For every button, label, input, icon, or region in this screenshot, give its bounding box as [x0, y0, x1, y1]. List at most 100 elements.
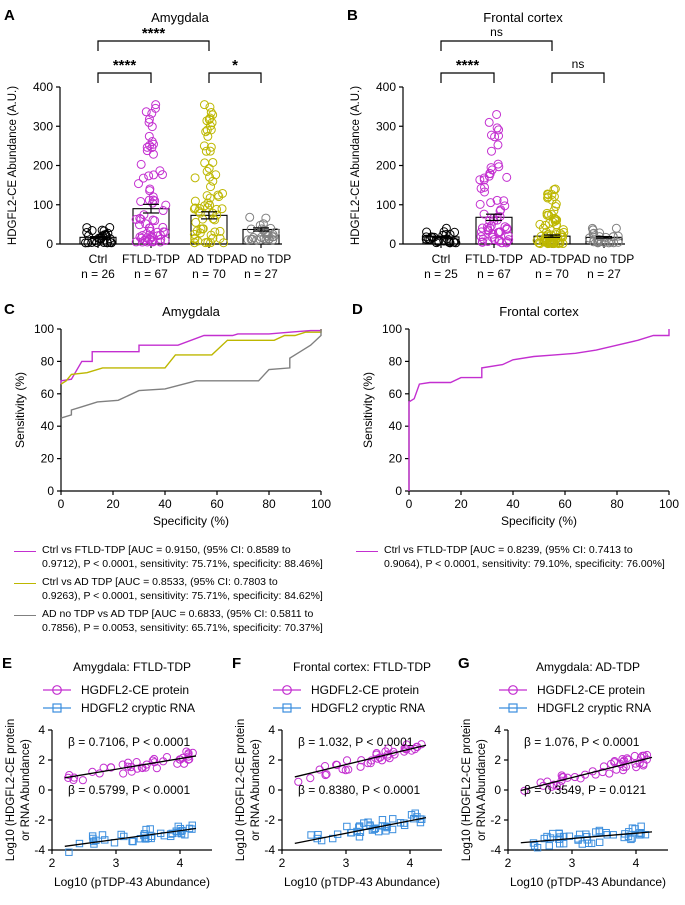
- data-point: [476, 232, 486, 242]
- protein-point: [344, 765, 353, 774]
- panel-a: A Amygdala 0 100 200 300 400 HDGFL2-CE Abundanc…: [4, 7, 291, 281]
- data-point: [475, 175, 485, 185]
- rna-point: [120, 832, 128, 841]
- protein-point: [306, 774, 315, 783]
- data-point: [502, 237, 512, 247]
- data-point: [215, 226, 225, 236]
- legend-swatch: [14, 615, 36, 616]
- protein-point: [356, 762, 365, 771]
- legend-line: 0.7856), P = 0.0053, sensitivity: 65.71%…: [42, 621, 323, 634]
- rna-point: [416, 818, 425, 827]
- regression-line: [64, 827, 197, 847]
- data-point: [486, 198, 496, 208]
- data-point: [479, 173, 489, 183]
- data-point: [484, 117, 494, 127]
- protein-point: [148, 756, 157, 765]
- data-point: [148, 215, 158, 225]
- regression-line: [294, 816, 427, 844]
- rna-point: [546, 834, 555, 842]
- data-point: [147, 232, 157, 242]
- data-point: [156, 234, 166, 244]
- y-axis-label: or RNA Abundance): [476, 739, 488, 841]
- rna-point: [378, 816, 387, 824]
- legend-label: HDGFL2 cryptic RNA: [311, 701, 425, 715]
- category-label: Ctrl: [89, 252, 108, 266]
- data-point: [103, 238, 113, 248]
- data-point: [195, 208, 205, 218]
- rna-point: [559, 839, 568, 848]
- panel-letter: F: [232, 655, 241, 672]
- regression-stat: β = 1.076, P < 0.0001: [524, 735, 640, 749]
- data-point: [144, 223, 154, 233]
- data-point: [494, 227, 504, 237]
- protein-point: [543, 777, 552, 786]
- data-point: [190, 203, 200, 213]
- rna-point: [545, 842, 553, 850]
- y-tick-label: 4: [494, 723, 501, 737]
- x-tick-label: 4: [407, 856, 414, 870]
- x-tick-label: 3: [569, 856, 576, 870]
- protein-point: [182, 747, 191, 756]
- data-point: [144, 117, 154, 127]
- data-point: [141, 107, 151, 117]
- significance-label: ns: [490, 25, 503, 39]
- significance-label: *: [232, 57, 238, 74]
- data-point: [543, 190, 553, 200]
- y-axis-label: or RNA Abundance): [20, 739, 32, 841]
- x-tick-label: 100: [659, 497, 679, 511]
- data-point: [189, 238, 199, 248]
- x-tick-label: 40: [506, 497, 520, 511]
- significance-bracket: [97, 40, 210, 51]
- regression-line: [520, 831, 653, 844]
- x-tick-label: 60: [558, 497, 572, 511]
- significance-label: ns: [572, 57, 585, 71]
- data-point: [559, 227, 569, 237]
- data-point: [613, 237, 623, 247]
- data-point: [146, 237, 156, 247]
- data-point: [552, 220, 562, 230]
- legend-swatch: [14, 583, 36, 584]
- data-point: [532, 236, 542, 246]
- category-label: AD no TDP: [574, 252, 634, 266]
- protein-point: [184, 755, 193, 764]
- data-point: [256, 232, 266, 242]
- protein-point: [555, 781, 564, 790]
- chart-title: Frontal cortex: [483, 10, 563, 25]
- protein-point: [632, 763, 641, 772]
- rna-point: [627, 835, 635, 844]
- data-point: [542, 227, 552, 237]
- y-tick-label: 400: [33, 80, 53, 94]
- data-point: [136, 196, 146, 206]
- data-point: [98, 231, 108, 241]
- x-tick-label: 40: [158, 497, 172, 511]
- y-axis-label: Log10 (HDGFL2-CE protein: [235, 719, 247, 862]
- data-point: [245, 212, 255, 222]
- rna-point: [574, 836, 582, 844]
- y-tick-label: 40: [389, 419, 403, 433]
- data-point: [202, 125, 212, 135]
- x-tick-label: 20: [454, 497, 468, 511]
- x-axis-label: Log10 (pTDP-43 Abundance): [284, 875, 440, 889]
- y-axis-label: Sensitivity (%): [13, 372, 27, 448]
- x-tick-label: 2: [279, 856, 286, 870]
- data-point: [199, 141, 209, 151]
- y-tick-label: 200: [376, 159, 396, 173]
- data-point: [202, 116, 212, 126]
- y-tick-label: 80: [389, 354, 403, 368]
- data-point: [502, 172, 512, 182]
- data-point: [206, 142, 216, 152]
- regression-stat: β = 0.8380, P < 0.0001: [298, 783, 420, 797]
- panel-letter: B: [347, 7, 358, 24]
- category-n: n = 67: [477, 267, 511, 281]
- y-tick-label: 4: [38, 723, 45, 737]
- data-point: [138, 173, 148, 183]
- y-tick-label: 0: [494, 783, 501, 797]
- rna-point: [641, 830, 650, 839]
- category-label: AD no TDP: [231, 252, 291, 266]
- data-point: [131, 214, 141, 224]
- x-tick-label: 3: [113, 856, 120, 870]
- y-tick-label: 60: [41, 387, 55, 401]
- roc-curve: [60, 329, 322, 385]
- data-point: [261, 213, 271, 223]
- data-point: [485, 223, 495, 233]
